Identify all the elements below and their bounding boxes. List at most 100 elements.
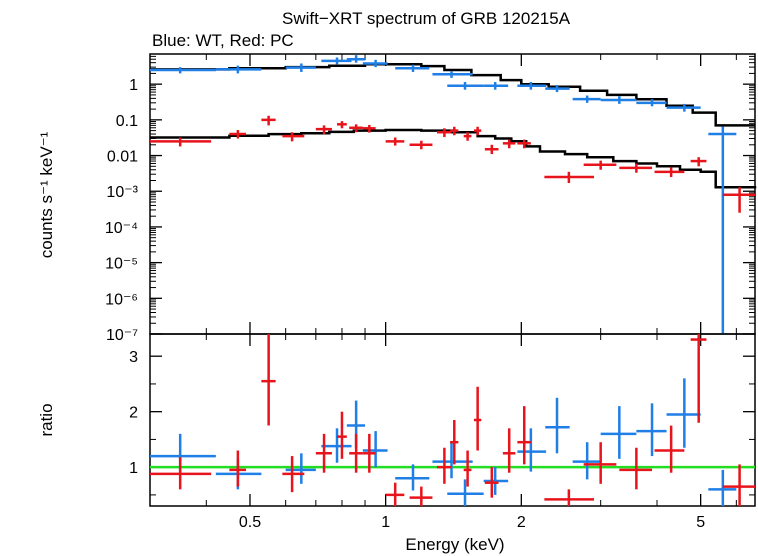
- model-step-line-pc: [150, 128, 757, 189]
- ratio-plot-frame: [149, 333, 756, 507]
- ratio-point-wt: [600, 406, 637, 459]
- spectrum-y-tick-label: 10⁻⁴: [105, 220, 138, 237]
- spectrum-data-points: [150, 55, 755, 334]
- chart-subtitle: Blue: WT, Red: PC: [152, 31, 294, 50]
- ratio-point-pc: [437, 447, 452, 484]
- spectrum-y-tick-label: 10⁻⁷: [106, 327, 138, 344]
- ratio-point-pc: [583, 442, 617, 484]
- x-tick-label: 5: [696, 514, 705, 531]
- x-tick-label: 0.5: [239, 514, 261, 531]
- ratio-panel: 0.5 1 2 5 1 2 3 ratio Energy (keV): [37, 333, 756, 554]
- spectrum-point-pc: [362, 124, 376, 133]
- spectrum-point-pc: [654, 167, 685, 178]
- ratio-point-pc: [282, 456, 305, 493]
- ratio-point-pc: [544, 489, 595, 506]
- spectrum-point-pc: [473, 126, 482, 136]
- ratio-point-pc: [463, 450, 472, 487]
- ratio-point-wt: [362, 431, 388, 468]
- spectrum-point-wt: [321, 57, 352, 65]
- spectrum-panel: 1 0.1 0.01 10⁻³ 10⁻⁴ 10⁻⁵ 10⁻⁶ 10⁻⁷ counts s⁻¹ …: [37, 53, 757, 344]
- spectrum-point-pc: [315, 125, 332, 135]
- spectrum-point-wt: [517, 81, 547, 90]
- spectrum-point-pc: [409, 140, 433, 150]
- spectrum-point-wt: [636, 99, 667, 107]
- ratio-point-pc: [690, 334, 707, 423]
- spectrum-point-pc: [229, 129, 247, 139]
- spectrum-y-tick-label: 10⁻⁵: [105, 256, 138, 273]
- spectrum-point-wt: [285, 63, 316, 72]
- x-tick-label: 1: [381, 514, 390, 531]
- spectrum-point-wt: [447, 81, 484, 90]
- ratio-ticks: 0.5 1 2 5 1 2 3: [129, 334, 755, 531]
- ratio-point-wt: [432, 442, 473, 479]
- spectrum-point-pc: [150, 137, 212, 147]
- spectrum-point-pc: [349, 124, 363, 133]
- spectrum-point-pc: [484, 144, 499, 155]
- spectrum-point-pc: [517, 139, 531, 149]
- spectrum-point-pc: [619, 163, 653, 173]
- ratio-point-pc: [654, 425, 685, 473]
- ratio-point-wt: [708, 469, 737, 506]
- ratio-point-pc: [349, 433, 363, 473]
- spectrum-y-tick-label: 10⁻³: [106, 184, 138, 201]
- ratio-point-pc: [409, 486, 433, 506]
- ratio-point-wt: [285, 453, 316, 484]
- spectrum-plot-frame: [149, 53, 756, 335]
- spectrum-point-wt: [666, 103, 701, 112]
- spectrum-point-pc: [450, 126, 459, 136]
- spectrum-point-wt: [708, 126, 737, 334]
- spectrum-models: [150, 63, 757, 189]
- ratio-point-pc: [261, 334, 276, 426]
- spectrum-point-wt: [572, 95, 601, 103]
- ratio-point-pc: [473, 386, 482, 451]
- ratio-point-wt: [572, 442, 601, 480]
- spectrum-point-wt: [215, 65, 262, 74]
- spectrum-point-pc: [385, 137, 405, 146]
- spectrum-point-pc: [690, 157, 707, 167]
- spectrum-y-tick-label: 0.01: [107, 149, 138, 166]
- ratio-point-wt: [666, 378, 701, 448]
- spectrum-point-wt: [150, 67, 216, 74]
- ratio-point-pc: [450, 420, 459, 465]
- spectrum-y-tick-label: 1: [129, 77, 138, 94]
- ratio-point-pc: [517, 406, 531, 465]
- ratio-point-pc: [722, 464, 755, 506]
- ratio-point-wt: [150, 433, 216, 476]
- spectrum-point-wt: [432, 71, 473, 78]
- spectrum-point-wt: [346, 55, 366, 63]
- ratio-y-axis-label: ratio: [37, 403, 56, 436]
- ratio-point-wt: [545, 397, 570, 454]
- ratio-point-pc: [337, 411, 347, 459]
- spectrum-point-pc: [463, 132, 472, 141]
- ratio-y-tick-label: 1: [129, 460, 138, 477]
- ratio-point-pc: [619, 447, 653, 490]
- spectrum-point-pc: [337, 121, 347, 129]
- spectrum-point-wt: [545, 84, 570, 93]
- spectrum-point-pc: [437, 128, 452, 138]
- ratio-point-wt: [517, 428, 547, 472]
- ratio-point-wt: [395, 464, 430, 491]
- ratio-y-tick-label: 2: [129, 405, 138, 422]
- chart-title: Swift−XRT spectrum of GRB 120215A: [282, 9, 571, 28]
- ratio-data-points: [150, 334, 755, 506]
- spectrum-point-pc: [502, 139, 516, 149]
- ratio-y-tick-label: 3: [129, 349, 138, 366]
- ratio-point-pc: [229, 450, 247, 487]
- spectrum-ticks: 1 0.1 0.01 10⁻³ 10⁻⁴ 10⁻⁵ 10⁻⁶ 10⁻⁷: [105, 53, 755, 344]
- spectrum-y-axis-label: counts s⁻¹ keV⁻¹: [37, 131, 56, 258]
- ratio-point-pc: [385, 482, 405, 506]
- spectrum-point-wt: [600, 96, 637, 104]
- spectrum-point-wt: [395, 64, 430, 72]
- ratio-point-wt: [447, 479, 484, 506]
- ratio-point-pc: [362, 433, 376, 473]
- spectrum-point-wt: [362, 59, 388, 68]
- spectrum-point-pc: [282, 132, 305, 142]
- spectrum-point-pc: [583, 160, 617, 170]
- ratio-point-pc: [484, 467, 499, 498]
- ratio-point-pc: [502, 428, 516, 473]
- x-axis-label: Energy (keV): [405, 535, 504, 554]
- ratio-point-pc: [315, 433, 332, 473]
- x-tick-label: 2: [517, 514, 526, 531]
- spectrum-point-pc: [544, 171, 595, 184]
